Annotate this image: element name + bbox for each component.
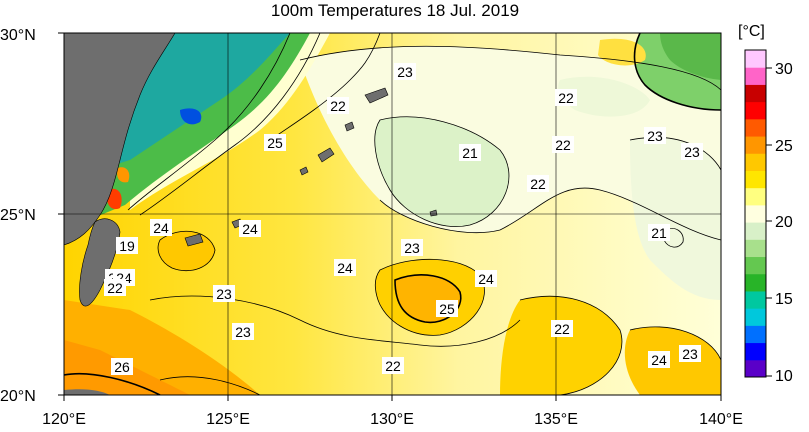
contour-label: 23 (235, 324, 251, 340)
lon-label-120e: 120°E (42, 411, 86, 428)
colorbar-segment (745, 50, 766, 68)
contour-label: 22 (330, 98, 346, 114)
contour-label: 23 (216, 286, 232, 302)
colorbar-segment (745, 170, 766, 189)
contour-label: 26 (114, 359, 130, 375)
colorbar-segment (745, 136, 766, 154)
contour-label: 23 (682, 346, 698, 362)
warm-pool-south (500, 296, 622, 395)
contour-label: 21 (651, 225, 667, 241)
contour-label: 22 (107, 280, 123, 296)
colorbar (745, 50, 766, 378)
colorbar-segment (745, 308, 766, 326)
contour-label: 19 (119, 238, 135, 254)
colorbar-segment (745, 84, 766, 103)
colorbar-segment (745, 239, 766, 258)
colorbar-segment (745, 273, 766, 292)
contour-label: 21 (462, 145, 478, 161)
colorbar-segment (745, 342, 766, 361)
lon-label-140e: 140°E (699, 411, 743, 428)
contour-label: 24 (242, 221, 258, 237)
contour-label: 23 (397, 64, 413, 80)
lon-label-125e: 125°E (206, 411, 250, 428)
colorbar-segment (745, 204, 766, 223)
mainland-china (64, 33, 176, 246)
contour-label: 22 (530, 176, 546, 192)
colorbar-segment (745, 359, 766, 378)
colorbar-segment (745, 101, 766, 120)
contour-label: 25 (267, 135, 283, 151)
contour-label: 24 (651, 352, 667, 368)
colorbar-segment (745, 256, 766, 275)
cool-patch (558, 76, 650, 117)
colorbar-segment (745, 222, 766, 240)
colorbar-segment (745, 187, 766, 206)
lat-label-25n: 25°N (0, 207, 36, 224)
cold-spot (180, 108, 202, 125)
colorbar-label-30: 30 (775, 61, 793, 78)
warm-spot-coast (117, 167, 130, 183)
contour-label: 22 (558, 90, 574, 106)
contour-label-group: 23 22 22 25 22 21 23 23 22 24 24 19 21 2… (104, 63, 703, 375)
contour-label: 23 (404, 240, 420, 256)
lon-label-130e: 130°E (370, 411, 414, 428)
taiwan (79, 218, 121, 307)
colorbar-label-10: 10 (775, 368, 793, 385)
contour-label: 24 (478, 271, 494, 287)
colorbar-segment (745, 118, 766, 137)
colorbar-label-25: 25 (775, 138, 793, 155)
contour-label: 24 (337, 260, 353, 276)
ne-green-core (660, 33, 721, 80)
colorbar-segment (745, 325, 766, 344)
colorbar-label-20: 20 (775, 214, 793, 231)
luzon (64, 389, 110, 395)
ryukyu-islands (184, 87, 438, 247)
contour-label: 25 (439, 301, 455, 317)
contour-label: 23 (684, 144, 700, 160)
colorbar-unit: [°C] (738, 23, 765, 40)
contour-label: 23 (647, 128, 663, 144)
contour-label: 24 (153, 220, 169, 236)
axis-ticks (58, 32, 722, 401)
warm-pool-southeast (624, 326, 721, 395)
cool-east (630, 137, 721, 300)
colorbar-segment (745, 290, 766, 309)
lon-label-135e: 135°E (534, 411, 578, 428)
map-title: 100m Temperatures 18 Jul. 2019 (270, 1, 520, 20)
colorbar-frame (744, 49, 767, 378)
contour-label: 22 (555, 137, 571, 153)
colorbar-segment (745, 67, 766, 85)
lat-label-30n: 30°N (0, 27, 36, 44)
colorbar-ticks (766, 67, 772, 377)
lat-label-20n: 20°N (0, 388, 36, 405)
contour-label: 22 (554, 321, 570, 337)
colorbar-segment (745, 153, 766, 171)
colorbar-label-15: 15 (775, 291, 793, 308)
plot-area (64, 33, 721, 395)
contour-label: 22 (385, 358, 401, 374)
